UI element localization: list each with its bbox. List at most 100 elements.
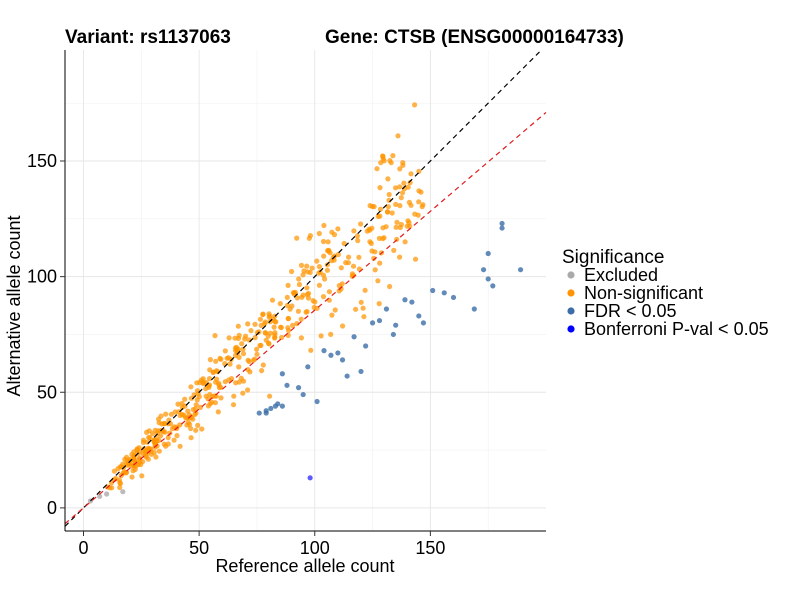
point-non-significant: [326, 297, 332, 303]
point-excluded: [97, 493, 103, 499]
point-non-significant: [151, 449, 157, 456]
point-non-significant: [213, 358, 219, 364]
point-non-significant: [168, 411, 174, 417]
point-non-significant: [378, 160, 384, 166]
point-non-significant: [387, 283, 393, 290]
point-non-significant: [376, 301, 382, 307]
y-tick-label: 50: [37, 382, 57, 402]
legend-title: Significance: [562, 247, 664, 268]
point-non-significant: [252, 321, 258, 327]
point-non-significant: [397, 184, 403, 190]
tick-labels: 0 50 100 150 0 50 100 150: [27, 151, 445, 558]
point-non-significant: [360, 305, 366, 311]
point-non-significant: [117, 484, 123, 491]
legend-label-bonferroni-p-val-0-05: Bonferroni P-val < 0.05: [584, 319, 769, 339]
point-non-significant: [193, 402, 199, 408]
point-non-significant: [298, 316, 304, 322]
point-non-significant: [294, 295, 300, 301]
point-non-significant: [258, 322, 264, 328]
point-non-significant: [245, 367, 251, 373]
point-fdr-0-05: [441, 290, 447, 296]
point-non-significant: [361, 314, 367, 320]
legend-key-fdr-0-05: [567, 307, 575, 315]
point-non-significant: [179, 400, 185, 407]
point-non-significant: [171, 437, 177, 443]
point-non-significant: [320, 294, 327, 300]
data-points: [87, 102, 524, 504]
point-non-significant: [212, 333, 218, 339]
point-non-significant: [149, 431, 156, 437]
point-fdr-0-05: [328, 352, 334, 358]
point-non-significant: [307, 269, 313, 276]
point-non-significant: [398, 195, 404, 201]
point-non-significant: [412, 256, 419, 262]
point-non-significant: [273, 319, 279, 325]
point-non-significant: [145, 456, 151, 462]
point-non-significant: [321, 222, 327, 229]
point-fdr-0-05: [351, 334, 357, 340]
axes: [64, 50, 546, 532]
point-non-significant: [372, 249, 378, 255]
point-non-significant: [303, 309, 309, 315]
y-tick-label: 100: [27, 267, 57, 287]
chart-title-gene: Gene: CTSB (ENSG00000164733): [325, 27, 624, 48]
point-non-significant: [239, 341, 245, 347]
point-non-significant: [372, 267, 378, 273]
point-non-significant: [419, 204, 425, 210]
reference-line-identity: [64, 49, 542, 527]
point-fdr-0-05: [430, 287, 436, 294]
point-non-significant: [304, 285, 310, 291]
point-non-significant: [380, 153, 386, 160]
point-non-significant: [398, 221, 404, 228]
point-non-significant: [336, 288, 342, 294]
point-non-significant: [290, 322, 296, 328]
point-non-significant: [218, 356, 224, 362]
point-non-significant: [316, 230, 322, 237]
point-non-significant: [358, 221, 364, 227]
point-fdr-0-05: [314, 398, 320, 405]
point-non-significant: [267, 393, 273, 399]
point-non-significant: [272, 335, 278, 341]
point-non-significant: [188, 425, 194, 432]
point-non-significant: [300, 272, 306, 278]
point-non-significant: [160, 429, 166, 435]
point-fdr-0-05: [499, 225, 505, 231]
point-non-significant: [139, 473, 145, 479]
point-non-significant: [314, 258, 320, 264]
point-non-significant: [400, 162, 406, 168]
point-non-significant: [267, 330, 273, 336]
point-non-significant: [295, 308, 301, 314]
point-non-significant: [385, 209, 391, 215]
point-non-significant: [224, 355, 230, 361]
point-non-significant: [407, 180, 413, 186]
point-non-significant: [296, 281, 302, 288]
point-non-significant: [285, 332, 291, 338]
point-non-significant: [367, 203, 373, 209]
point-non-significant: [156, 416, 162, 422]
point-non-significant: [285, 316, 291, 322]
point-fdr-0-05: [339, 357, 346, 363]
point-non-significant: [416, 199, 422, 205]
point-non-significant: [254, 346, 260, 352]
point-non-significant: [298, 335, 304, 341]
point-non-significant: [298, 262, 305, 268]
point-fdr-0-05: [485, 250, 491, 257]
y-tick-label: 0: [47, 498, 57, 518]
legend-key-non-significant: [567, 289, 575, 297]
point-non-significant: [332, 307, 338, 313]
point-non-significant: [304, 263, 310, 269]
point-non-significant: [123, 470, 129, 476]
point-non-significant: [375, 213, 381, 219]
point-non-significant: [207, 357, 213, 363]
point-non-significant: [165, 435, 171, 441]
point-non-significant: [231, 393, 237, 399]
point-non-significant: [397, 254, 403, 260]
point-non-significant: [174, 433, 180, 439]
point-non-significant: [151, 438, 157, 444]
point-non-significant: [279, 334, 285, 341]
legend-key-excluded: [567, 271, 575, 279]
point-non-significant: [161, 420, 167, 427]
point-non-significant: [125, 462, 131, 468]
point-non-significant: [366, 226, 372, 232]
reference-line-ratio-fit: [64, 111, 547, 525]
